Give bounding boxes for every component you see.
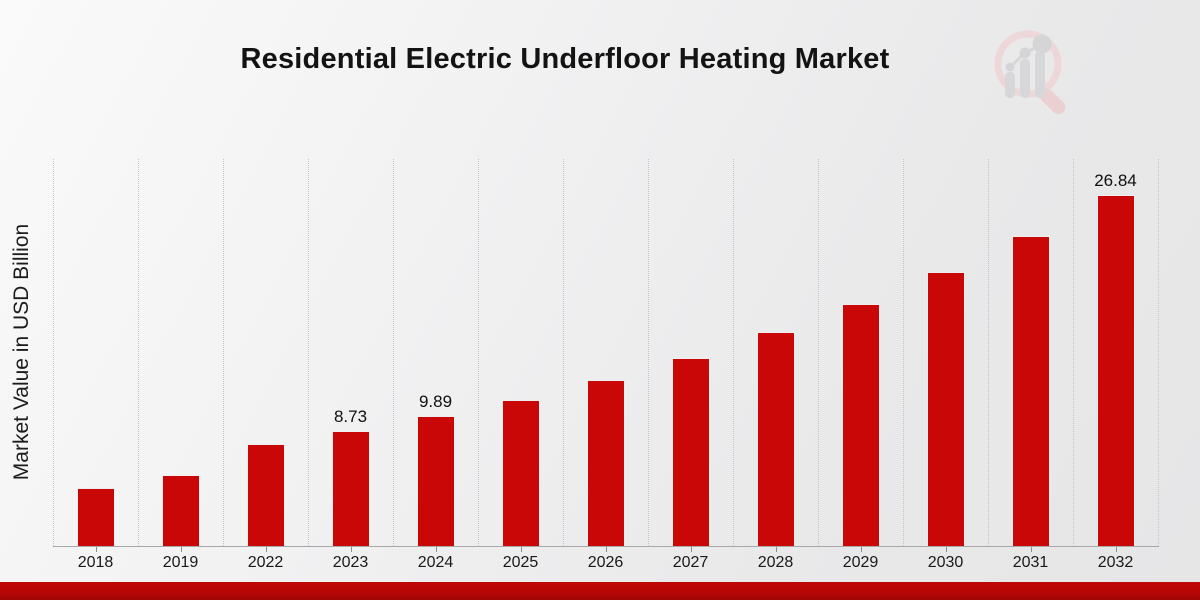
bar-value-label-2023: 8.73 [333,407,368,426]
gridline [818,159,819,546]
gridline [138,159,139,546]
x-tick-label-2024: 2024 [417,554,454,571]
x-axis-tick [350,547,352,552]
gridline [563,159,564,546]
x-axis-tick [265,547,267,552]
x-axis-tick [605,547,607,552]
x-tick-label-2028: 2028 [757,554,794,571]
bar-2032 [1096,195,1135,547]
x-tick-label-2018: 2018 [77,554,114,571]
bar-2030 [926,272,965,547]
chart-title: Residential Electric Underfloor Heating … [240,43,890,75]
x-tick-label-2026: 2026 [587,554,624,571]
x-axis-tick [180,547,182,552]
x-tick-label-2031: 2031 [1012,554,1049,571]
bar-2025 [501,400,540,547]
bar-2026 [586,380,625,547]
magnifier-bar-chart-logo-icon [994,30,1066,115]
x-axis-tick [775,547,777,552]
gridline [478,159,479,546]
gridline [223,159,224,546]
x-axis-tick [945,547,947,552]
gridline [903,159,904,546]
bar-2022 [246,444,285,547]
x-tick-label-2025: 2025 [502,554,539,571]
x-tick-label-2032: 2032 [1097,554,1134,571]
gridline [1073,159,1074,546]
x-tick-label-2023: 2023 [332,554,369,571]
x-tick-label-2029: 2029 [842,554,879,571]
bar-2028 [756,332,795,547]
x-axis-tick [435,547,437,552]
x-axis-tick [95,547,97,552]
gridline [393,159,394,546]
x-axis-tick [1030,547,1032,552]
gridline [648,159,649,546]
gridline [308,159,309,546]
bar-2031 [1011,236,1050,547]
bar-2024 [416,416,455,547]
bar-2029 [841,304,880,547]
plot-area: 8.73 9.89 26.84 [53,159,1159,547]
gridline [53,159,54,546]
bar-2018 [76,488,115,547]
bar-2023 [331,431,370,547]
x-axis-tick [1115,547,1117,552]
x-tick-label-2027: 2027 [672,554,709,571]
gridline [1158,159,1159,546]
bar-2027 [671,358,710,547]
y-axis-title: Market Value in USD Billion [10,223,33,481]
x-tick-label-2030: 2030 [927,554,964,571]
bottom-red-strip [0,582,1200,600]
gridline [733,159,734,546]
x-axis-line [53,546,1159,547]
bar-value-label-2032: 26.84 [1094,171,1137,190]
bar-2019 [161,475,200,547]
x-tick-label-2022: 2022 [247,554,284,571]
gridline [988,159,989,546]
bar-value-label-2024: 9.89 [418,392,453,411]
x-tick-label-2019: 2019 [162,554,199,571]
x-axis-tick [690,547,692,552]
x-axis-tick [860,547,862,552]
x-axis-tick [520,547,522,552]
